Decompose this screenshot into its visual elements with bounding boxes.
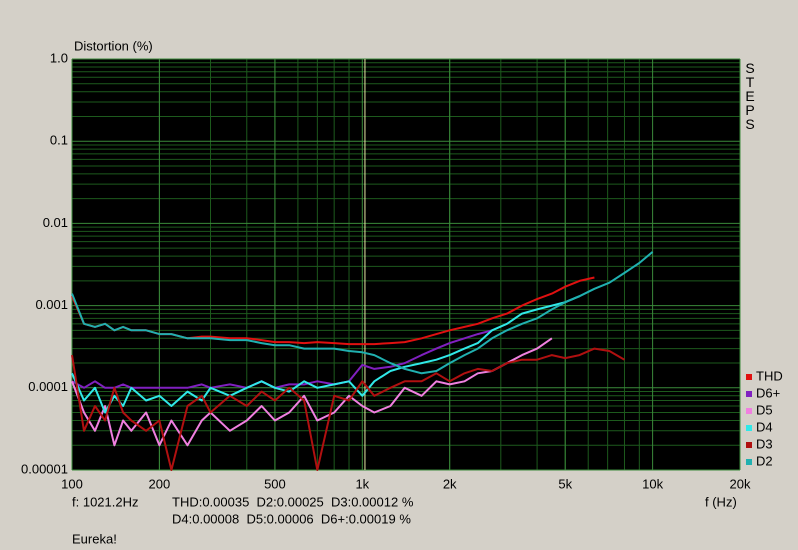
legend-label: D5 (756, 402, 773, 417)
x-tick-label: 500 (264, 476, 286, 491)
legend-label: D4 (756, 419, 773, 434)
legend-swatch (746, 459, 752, 465)
y-tick-label: 0.00001 (21, 461, 68, 476)
readout-line: D4:0.00008 D5:0.00006 D6+:0.00019 % (172, 511, 411, 526)
x-tick-label: 2k (443, 476, 457, 491)
x-tick-label: 20k (730, 476, 751, 491)
x-tick-label: 10k (642, 476, 663, 491)
legend-label: THD (756, 368, 783, 383)
legend-swatch (746, 391, 752, 397)
x-tick-label: 1k (355, 476, 369, 491)
series-line (71, 251, 654, 375)
y-axis-label: Distortion (%) (74, 38, 153, 53)
readout-freq: f: 1021.2Hz (72, 494, 139, 509)
y-tick-label: 0.1 (50, 133, 68, 148)
x-axis-label: f (Hz) (705, 494, 737, 509)
y-tick-label: 1.0 (50, 50, 68, 65)
legend-label: D6+ (756, 385, 780, 400)
y-tick-label: 0.01 (43, 215, 68, 230)
steps-label: STEPS (742, 60, 758, 130)
series-line (71, 295, 580, 414)
legend-label: D2 (756, 453, 773, 468)
y-tick-label: 0.001 (35, 297, 68, 312)
legend-swatch (746, 442, 752, 448)
legend-swatch (746, 408, 752, 414)
x-tick-label: 5k (558, 476, 572, 491)
y-tick-label: 0.0001 (28, 379, 68, 394)
status: Eureka! (72, 531, 117, 546)
series-line (71, 337, 553, 447)
x-tick-label: 200 (149, 476, 171, 491)
readout-line: THD:0.00035 D2:0.00025 D3:0.00012 % (172, 494, 414, 509)
plot-area (72, 59, 740, 470)
legend-label: D3 (756, 436, 773, 451)
series-line (71, 347, 625, 471)
x-tick-label: 100 (61, 476, 83, 491)
legend-swatch (746, 425, 752, 431)
legend-swatch (746, 374, 752, 380)
